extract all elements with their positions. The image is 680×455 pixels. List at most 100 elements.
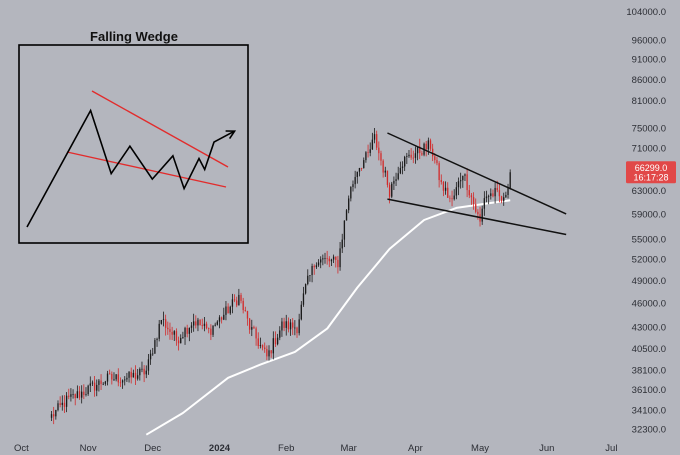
candle-body bbox=[171, 331, 173, 335]
candle-body bbox=[199, 319, 201, 326]
candle-body bbox=[188, 327, 191, 334]
x-tick-label: May bbox=[471, 443, 489, 454]
candle-body bbox=[371, 139, 374, 150]
candle-body bbox=[292, 322, 294, 328]
candle-body bbox=[68, 395, 70, 397]
candle-body bbox=[205, 323, 208, 329]
candle-body bbox=[283, 321, 285, 328]
candle-body bbox=[285, 321, 287, 328]
price-tag-price: 66299.0 bbox=[635, 163, 668, 173]
candle-body bbox=[156, 338, 158, 341]
candle-body bbox=[50, 414, 53, 418]
candle-body bbox=[160, 319, 163, 324]
candle-body bbox=[376, 134, 378, 148]
candle-body bbox=[119, 382, 122, 384]
candle-body bbox=[453, 195, 455, 200]
candle-body bbox=[173, 331, 175, 335]
candle-body bbox=[345, 210, 348, 221]
candle-body bbox=[326, 258, 328, 259]
candle-body bbox=[414, 153, 417, 158]
candle-body bbox=[509, 172, 511, 188]
candle-body bbox=[391, 183, 393, 197]
y-axis-ticks: 104000.0 96000.0 91000.0 86000.0 81000.0 7500… bbox=[626, 7, 666, 436]
candle-body bbox=[212, 325, 214, 335]
x-tick-label: Apr bbox=[408, 443, 423, 454]
candle-body bbox=[180, 337, 182, 344]
inset-title: Falling Wedge bbox=[90, 29, 178, 44]
x-tick-label: Oct bbox=[14, 443, 29, 454]
y-tick-label: 38100.0 bbox=[632, 366, 666, 377]
candle-body bbox=[233, 299, 236, 301]
candle-body bbox=[143, 368, 145, 375]
candle-body bbox=[505, 194, 507, 198]
candle-body bbox=[298, 319, 300, 334]
wedge-upper-line bbox=[387, 132, 567, 215]
current-price-tag: 66299.0 16:17:28 bbox=[626, 161, 676, 184]
candle-body bbox=[98, 380, 100, 385]
candle-body bbox=[154, 340, 156, 354]
moving-average-layer bbox=[145, 199, 511, 436]
candle-body bbox=[102, 383, 104, 385]
candle-body bbox=[419, 146, 421, 154]
candle-body bbox=[350, 186, 352, 199]
candle-body bbox=[335, 256, 337, 260]
y-tick-label: 63000.0 bbox=[632, 186, 666, 197]
candle-body bbox=[253, 327, 255, 329]
candle-body bbox=[369, 149, 371, 153]
candle-body bbox=[315, 265, 318, 268]
candle-body bbox=[386, 170, 389, 185]
x-tick-label: Jul bbox=[605, 443, 617, 454]
candle-body bbox=[177, 340, 180, 344]
candle-body bbox=[339, 248, 341, 268]
candle-body bbox=[214, 324, 216, 326]
candle-body bbox=[167, 327, 169, 330]
candle-body bbox=[93, 382, 96, 391]
candle-body bbox=[416, 146, 419, 154]
candle-body bbox=[429, 140, 432, 149]
candle-body bbox=[195, 321, 197, 326]
candle-body bbox=[223, 314, 225, 320]
wedge-lower-line bbox=[387, 198, 567, 236]
candle-body bbox=[425, 143, 427, 150]
candle-body bbox=[320, 259, 322, 263]
candle-body bbox=[436, 160, 438, 164]
y-tick-label: 86000.0 bbox=[632, 75, 666, 86]
inset-frame bbox=[18, 44, 249, 244]
candle-body bbox=[147, 359, 150, 371]
candle-body bbox=[136, 375, 139, 379]
candle-body bbox=[311, 266, 313, 276]
candle-body bbox=[113, 379, 115, 381]
candle-body bbox=[261, 345, 264, 348]
candle-body bbox=[175, 331, 178, 341]
candle-body bbox=[470, 195, 473, 198]
candle-body bbox=[132, 372, 135, 378]
candle-body bbox=[186, 327, 188, 334]
x-tick-label: Nov bbox=[80, 443, 97, 454]
candle-body bbox=[302, 293, 305, 305]
candle-body bbox=[201, 325, 203, 327]
y-tick-label: 52000.0 bbox=[632, 255, 666, 266]
candle-body bbox=[130, 371, 132, 378]
candle-body bbox=[96, 384, 98, 391]
candle-body bbox=[373, 134, 376, 140]
candle-body bbox=[378, 147, 380, 154]
candle-body bbox=[313, 266, 315, 268]
candle-body bbox=[242, 300, 244, 311]
candle-body bbox=[498, 190, 501, 197]
candle-body bbox=[276, 337, 279, 345]
candle-body bbox=[117, 374, 119, 383]
candle-body bbox=[74, 394, 76, 399]
candle-body bbox=[190, 325, 193, 328]
x-tick-label: Jun bbox=[539, 443, 554, 454]
candle-body bbox=[225, 306, 227, 315]
candle-body bbox=[348, 198, 350, 211]
candle-body bbox=[78, 391, 81, 398]
candle-body bbox=[328, 258, 330, 262]
candle-body bbox=[149, 353, 152, 360]
candle-body bbox=[309, 275, 311, 276]
candle-body bbox=[397, 173, 399, 180]
candle-body bbox=[503, 197, 505, 202]
candle-body bbox=[268, 350, 270, 357]
candle-body bbox=[158, 323, 160, 339]
candle-body bbox=[184, 327, 186, 338]
